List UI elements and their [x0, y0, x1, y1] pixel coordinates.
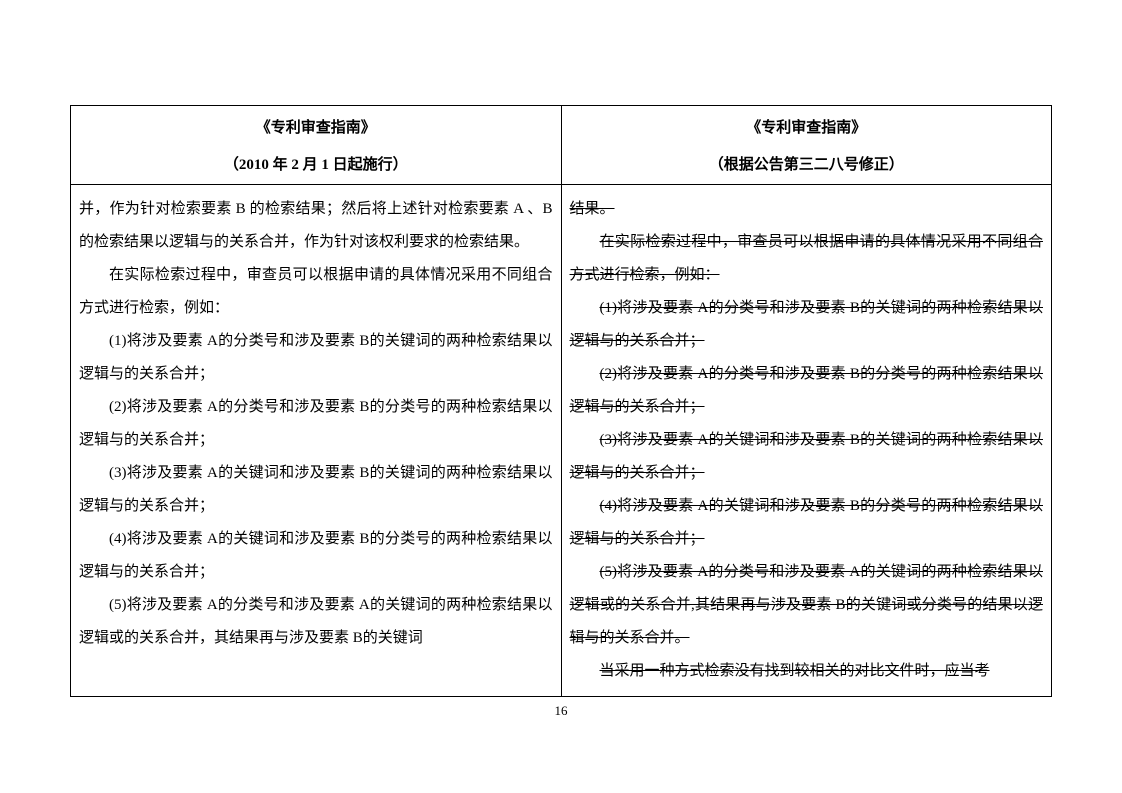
right-p6-text: (4)将涉及要素 A的关键词和涉及要素 B的分类号的两种检索结果以逻辑与的关系合…	[570, 498, 1044, 547]
document-page: 《专利审查指南》 （2010 年 2 月 1 日起施行） 《专利审查指南》 （根…	[70, 105, 1052, 719]
header-row: 《专利审查指南》 （2010 年 2 月 1 日起施行） 《专利审查指南》 （根…	[71, 106, 1052, 185]
right-title: 《专利审查指南》	[570, 116, 1044, 137]
body-row: 并，作为针对检索要素 B 的检索结果；然后将上述针对检索要素 A 、B 的检索结…	[71, 185, 1052, 697]
left-title: 《专利审查指南》	[79, 116, 553, 137]
right-p8: 当采用一种方式检索没有找到较相关的对比文件时，应当考	[570, 655, 1044, 688]
right-p6: (4)将涉及要素 A的关键词和涉及要素 B的分类号的两种检索结果以逻辑与的关系合…	[570, 490, 1044, 556]
right-column-header: 《专利审查指南》 （根据公告第三二八号修正）	[561, 106, 1052, 185]
right-p5-text: (3)将涉及要素 A的关键词和涉及要素 B的关键词的两种检索结果以逻辑与的关系合…	[570, 432, 1044, 481]
right-p3: (1)将涉及要素 A的分类号和涉及要素 B的关键词的两种检索结果以逻辑与的关系合…	[570, 292, 1044, 358]
left-column-header: 《专利审查指南》 （2010 年 2 月 1 日起施行）	[71, 106, 562, 185]
left-p3: (1)将涉及要素 A的分类号和涉及要素 B的关键词的两种检索结果以逻辑与的关系合…	[79, 325, 553, 391]
right-subtitle: （根据公告第三二八号修正）	[570, 153, 1044, 174]
right-body-cell: 结果。 在实际检索过程中，审查员可以根据申请的具体情况采用不同组合方式进行检索，…	[561, 185, 1052, 697]
left-p4: (2)将涉及要素 A的分类号和涉及要素 B的分类号的两种检索结果以逻辑与的关系合…	[79, 391, 553, 457]
right-p2: 在实际检索过程中，审查员可以根据申请的具体情况采用不同组合方式进行检索，例如：	[570, 226, 1044, 292]
left-p6: (4)将涉及要素 A的关键词和涉及要素 B的分类号的两种检索结果以逻辑与的关系合…	[79, 523, 553, 589]
right-p1-text: 结果。	[570, 201, 615, 217]
right-p4-text: (2)将涉及要素 A的分类号和涉及要素 B的分类号的两种检索结果以逻辑与的关系合…	[570, 366, 1044, 415]
left-p2: 在实际检索过程中，审查员可以根据申请的具体情况采用不同组合方式进行检索，例如：	[79, 259, 553, 325]
right-p8-text: 当采用一种方式检索没有找到较相关的对比文件时，应当考	[600, 663, 990, 679]
left-p7: (5)将涉及要素 A的分类号和涉及要素 A的关键词的两种检索结果以逻辑或的关系合…	[79, 589, 553, 655]
right-p2-text: 在实际检索过程中，审查员可以根据申请的具体情况采用不同组合方式进行检索，例如：	[570, 234, 1044, 283]
right-p4: (2)将涉及要素 A的分类号和涉及要素 B的分类号的两种检索结果以逻辑与的关系合…	[570, 358, 1044, 424]
right-p5: (3)将涉及要素 A的关键词和涉及要素 B的关键词的两种检索结果以逻辑与的关系合…	[570, 424, 1044, 490]
left-subtitle: （2010 年 2 月 1 日起施行）	[79, 153, 553, 174]
right-p3-text: (1)将涉及要素 A的分类号和涉及要素 B的关键词的两种检索结果以逻辑与的关系合…	[570, 300, 1044, 349]
page-number: 16	[70, 703, 1052, 719]
left-p1: 并，作为针对检索要素 B 的检索结果；然后将上述针对检索要素 A 、B 的检索结…	[79, 193, 553, 259]
right-p7-text: (5)将涉及要素 A的分类号和涉及要素 A的关键词的两种检索结果以逻辑或的关系合…	[570, 564, 1044, 646]
right-p1: 结果。	[570, 193, 1044, 226]
comparison-table: 《专利审查指南》 （2010 年 2 月 1 日起施行） 《专利审查指南》 （根…	[70, 105, 1052, 697]
left-body-cell: 并，作为针对检索要素 B 的检索结果；然后将上述针对检索要素 A 、B 的检索结…	[71, 185, 562, 697]
left-p5: (3)将涉及要素 A的关键词和涉及要素 B的关键词的两种检索结果以逻辑与的关系合…	[79, 457, 553, 523]
right-p7: (5)将涉及要素 A的分类号和涉及要素 A的关键词的两种检索结果以逻辑或的关系合…	[570, 556, 1044, 655]
